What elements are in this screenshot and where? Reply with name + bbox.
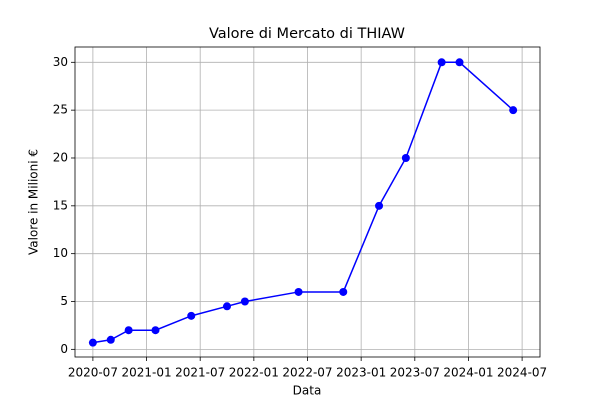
chart-title: Valore di Mercato di THIAW xyxy=(209,26,405,42)
x-tick-label: 2021-07 xyxy=(175,366,225,380)
marker xyxy=(437,58,446,67)
x-tick-label: 2020-07 xyxy=(68,366,118,380)
marker xyxy=(294,287,303,296)
marker xyxy=(106,335,115,344)
y-tick-label: 20 xyxy=(53,150,68,164)
marker xyxy=(223,302,232,311)
x-tick-label: 2022-07 xyxy=(282,366,332,380)
marker xyxy=(401,153,410,162)
x-tick-label: 2024-07 xyxy=(497,366,547,380)
y-tick-label: 30 xyxy=(53,55,68,69)
x-tick-label: 2024-01 xyxy=(443,366,493,380)
marker xyxy=(88,338,97,347)
y-tick-label: 10 xyxy=(53,246,68,260)
marker xyxy=(240,297,249,306)
y-tick-label: 0 xyxy=(60,342,68,356)
marker xyxy=(124,326,133,335)
marker xyxy=(509,106,518,115)
y-tick-label: 5 xyxy=(60,294,68,308)
marker xyxy=(187,311,196,320)
plot-frame xyxy=(74,46,541,358)
y-tick-label: 25 xyxy=(53,103,68,117)
marker xyxy=(455,58,464,67)
line xyxy=(92,61,514,344)
x-tick-label: 2023-01 xyxy=(336,366,386,380)
marker xyxy=(375,201,384,210)
y-tick-label: 15 xyxy=(53,198,68,212)
x-tick-label: 2022-01 xyxy=(229,366,279,380)
x-tick-label: 2021-01 xyxy=(121,366,171,380)
marker xyxy=(339,287,348,296)
x-axis-label: Data xyxy=(293,384,322,398)
y-axis-label: Valore in Milioni € xyxy=(27,149,41,255)
marker xyxy=(151,326,160,335)
x-tick-label: 2023-07 xyxy=(390,366,440,380)
